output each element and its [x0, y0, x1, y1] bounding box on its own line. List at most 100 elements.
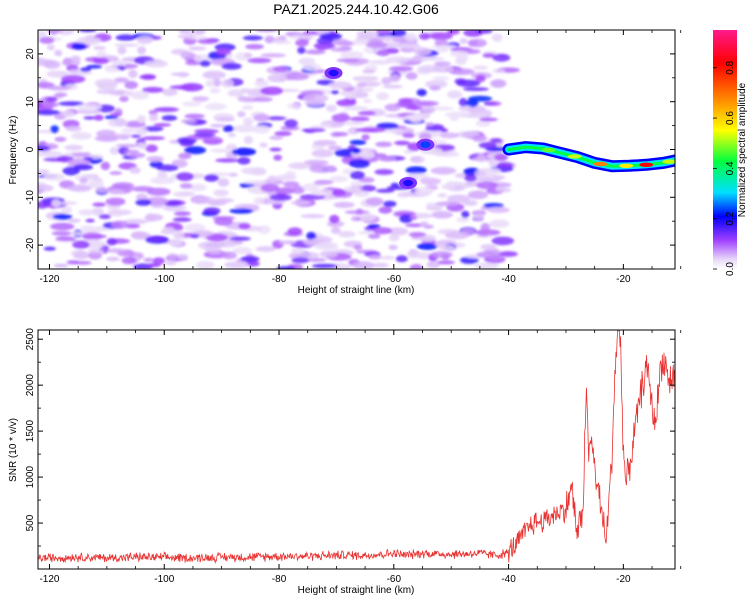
spectrogram-noise-blob: [146, 235, 168, 242]
spectrogram-noise-blob: [334, 148, 357, 157]
spectrogram-noise-blob: [65, 125, 82, 132]
spectrogram-noise-blob: [328, 145, 342, 151]
y-tick-label: 1500: [25, 420, 36, 443]
spectrogram-noise-blob: [405, 106, 423, 110]
spectrogram-noise-blob: [144, 213, 164, 222]
spectrogram-noise-blob: [47, 30, 63, 34]
spectrogram-noise-blob: [472, 134, 488, 142]
spectrogram-noise-blob: [278, 240, 297, 245]
spectrogram-noise-blob: [332, 132, 349, 137]
spectrogram-noise-blob: [439, 132, 459, 139]
spectrogram-noise-blob: [85, 218, 95, 223]
spectrogram-noise-blob: [436, 260, 455, 265]
spectrogram-noise-blob: [276, 266, 296, 269]
spectrogram-noise-blob: [456, 79, 481, 88]
spectrogram-noise-blob: [298, 57, 316, 66]
spectrogram-noise-blob: [210, 198, 235, 203]
spectrogram-noise-blob: [43, 173, 65, 181]
spectrogram-noise-blob: [368, 60, 392, 65]
colorbar-tick-label: 0.0: [725, 262, 736, 276]
spectrogram-noise-blob: [359, 149, 375, 159]
spectrogram-noise-blob: [421, 106, 436, 114]
spectrogram-noise-blob: [304, 159, 329, 166]
spectrogram-noise-blob: [405, 33, 417, 42]
spectrogram-noise-blob: [64, 144, 84, 151]
spectrogram-noise-blob: [232, 246, 252, 255]
spectrogram-noise-blob: [325, 104, 337, 112]
spectrogram-noise-blob: [92, 202, 107, 207]
y-tick-label: 500: [25, 514, 36, 531]
spectrogram-noise-blob: [353, 190, 370, 198]
spectrogram-noise-blob: [93, 46, 107, 50]
spectrogram-noise-blob: [174, 224, 184, 231]
spectrogram-noise-blob: [205, 102, 227, 111]
spectrogram-noise-blob: [348, 159, 370, 169]
spectrogram-noise-blob: [266, 116, 287, 121]
spectrogram-noise-blob: [345, 93, 356, 100]
spectrogram-noise-blob: [112, 182, 134, 190]
spectrogram-noise-blob: [162, 205, 187, 212]
spectrogram-noise-blob: [338, 230, 356, 238]
spectrogram-noise-blob: [463, 200, 478, 206]
spectrogram-noise-blob: [285, 73, 310, 81]
spectrogram-noise-blob: [284, 119, 298, 128]
spectrogram-noise-blob: [76, 36, 102, 46]
spectrogram-noise-blob: [331, 113, 351, 123]
spectrogram-noise-blob: [47, 85, 71, 91]
spectrogram-noise-blob: [121, 127, 137, 134]
spectrogram-noise-blob: [314, 179, 334, 185]
spectrogram-noise-blob: [458, 105, 472, 112]
spectrogram-noise-blob: [184, 146, 207, 155]
spectrogram-noise-blob: [445, 231, 470, 240]
spectrogram-noise-blob: [46, 70, 70, 78]
spectrogram-noise-blob: [184, 223, 206, 232]
spectrogram-noise-blob: [290, 200, 311, 205]
spectrogram-noise-blob: [330, 47, 350, 52]
spectrogram-noise-blob: [71, 152, 90, 157]
spectrogram-noise-blob: [38, 109, 60, 116]
spectrogram-noise-blob: [145, 144, 158, 153]
spectrogram-noise-blob: [203, 174, 220, 182]
spectrogram-noise-blob: [295, 39, 309, 47]
spectrogram-noise-blob: [447, 90, 463, 99]
spectrogram-noise-blob: [252, 96, 273, 102]
spectrogram-noise-blob: [254, 80, 269, 87]
spectrogram-noise-blob: [356, 82, 367, 88]
spectrogram-noise-blob: [86, 241, 104, 250]
spectrogram-noise-blob: [96, 88, 120, 95]
snr-frame: [37, 329, 676, 570]
spectrogram-noise-blob: [449, 68, 475, 75]
spectrogram-noise-blob: [375, 188, 395, 193]
spectrogram-noise-blob: [430, 166, 457, 175]
spectrogram-noise-blob: [350, 170, 365, 180]
spectrogram-noise-blob: [260, 86, 284, 96]
spectrogram-noise-blob: [83, 116, 96, 120]
spectrogram-noise-blob: [38, 184, 54, 192]
spectrogram-noise-blob: [381, 255, 395, 260]
spectrogram-noise-blob: [350, 180, 363, 187]
spectrogram-noise-blob: [169, 85, 195, 90]
spectrogram-noise-blob: [490, 138, 502, 143]
spectrogram-noise-blob: [424, 126, 447, 132]
spectrogram-noise-blob: [370, 262, 389, 268]
spectrogram-features: [324, 67, 675, 189]
spectrogram-noise-blob: [203, 207, 221, 215]
spectrogram-noise-blob: [384, 103, 401, 112]
spectrogram-noise-blob: [425, 122, 435, 127]
spectrogram-noise-blob: [405, 223, 424, 228]
spectrogram-noise-blob: [432, 75, 450, 82]
spectrogram-noise-blob: [413, 47, 432, 56]
spectrogram-noise-blob: [351, 39, 370, 46]
spectrogram-noise-blob: [438, 244, 456, 251]
spectrogram-noise-blob: [390, 30, 407, 37]
spectrogram-noise-blob: [494, 153, 508, 162]
y-tick-label: 10: [25, 96, 36, 108]
spectrogram-noise-blob: [149, 113, 159, 122]
spectrogram-noise-blob: [136, 115, 146, 124]
spectrogram-noise-blob: [179, 183, 193, 189]
spectrogram-noise-blob: [214, 217, 233, 226]
spectrogram-noise-blob: [380, 35, 396, 42]
spectrogram-noise-blob: [365, 41, 388, 49]
spectrogram-noise-blob: [123, 218, 149, 225]
spectrogram-noise-blob: [447, 194, 470, 204]
